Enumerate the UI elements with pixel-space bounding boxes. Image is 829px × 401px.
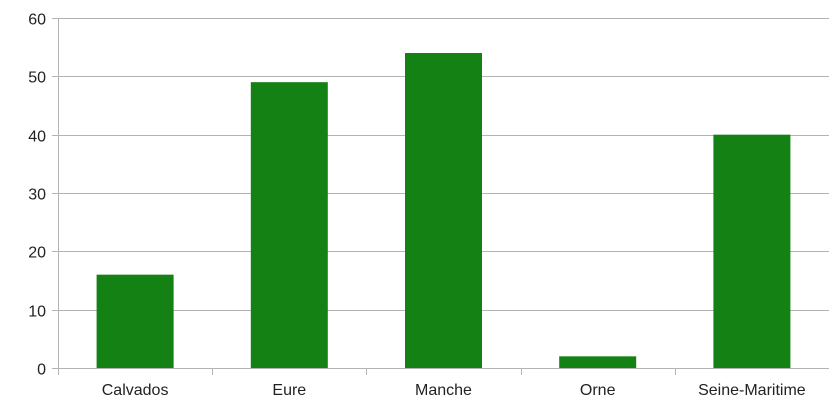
y-tick-label: 20	[28, 245, 46, 262]
y-tick-label: 10	[28, 304, 46, 321]
bar-orne	[559, 356, 637, 368]
y-tick-label: 60	[28, 12, 46, 29]
x-category-label: Calvados	[102, 382, 169, 399]
y-tick-label: 50	[28, 70, 46, 87]
x-category-label: Seine-Maritime	[698, 382, 806, 399]
y-tick-label: 40	[28, 129, 46, 146]
y-tick-label: 0	[37, 362, 46, 379]
labels: 0 10 20 30 40 50 60 Calvados Eure Manche Orne Seine…	[28, 12, 806, 400]
bar-manche	[405, 53, 482, 368]
x-category-label: Manche	[415, 382, 472, 399]
bar-eure	[250, 82, 328, 369]
x-category-label: Eure	[272, 382, 306, 399]
bars	[96, 53, 791, 369]
bar-seine-maritime	[713, 134, 791, 368]
bar-calvados	[96, 274, 174, 368]
axes	[52, 18, 829, 375]
y-tick-label: 30	[28, 187, 46, 204]
x-category-label: Orne	[580, 382, 616, 399]
